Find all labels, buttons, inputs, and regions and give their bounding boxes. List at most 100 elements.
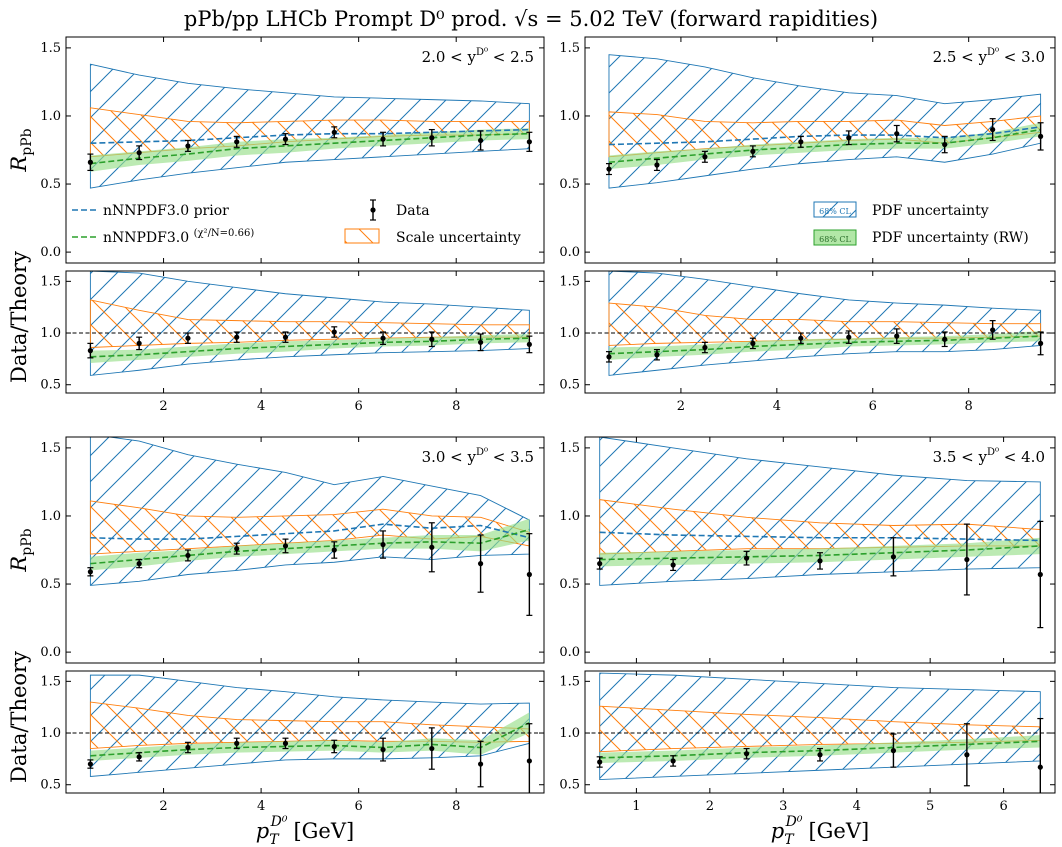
data-point xyxy=(234,740,240,746)
y-tick-label: 1.5 xyxy=(559,441,580,456)
rapidity-label-sup: D⁰ xyxy=(987,47,999,58)
rapidity-label-tail: < 2.5 xyxy=(488,48,534,66)
data-point xyxy=(87,569,93,575)
x-tick-label: 4 xyxy=(773,399,781,414)
y-tick-label: 1.0 xyxy=(40,726,61,741)
y-tick-label: 1.0 xyxy=(559,726,580,741)
y-tick-label: 0.5 xyxy=(559,577,580,592)
data-point xyxy=(136,754,142,760)
data-point xyxy=(670,562,676,568)
y-tick-label: 1.0 xyxy=(559,509,580,524)
data-point xyxy=(964,752,970,758)
x-tick-label: 6 xyxy=(869,399,877,414)
panel-2: 0.0 0.5 1.0 1.5 0.5 1.0 1.5 2 4 6 8 2.5 < yD⁰ < 3.0 xyxy=(559,36,1056,414)
y-tick-label: 0.5 xyxy=(40,778,61,793)
y-tick-label: 1.0 xyxy=(40,109,61,124)
rw-uncertainty-band xyxy=(608,330,1041,360)
data-point xyxy=(185,335,191,341)
legend-pdf-rw-swatch xyxy=(813,229,857,246)
data-theory-plot-area xyxy=(585,271,1055,376)
legend-pdf-label: PDF uncertainty xyxy=(872,203,989,219)
data-point xyxy=(331,129,337,135)
data-point xyxy=(750,340,756,346)
y-tick-label: 1.5 xyxy=(559,274,580,289)
ratio-plot-area xyxy=(605,54,1044,189)
legend-scale-swatch xyxy=(344,228,380,244)
data-point xyxy=(1037,571,1043,578)
y-axis-title-rppb: RpPb xyxy=(7,128,35,172)
data-point xyxy=(477,761,484,767)
y-tick-label: 1.5 xyxy=(40,441,61,456)
data-point xyxy=(477,339,484,345)
y-tick-label: 0.5 xyxy=(40,378,61,393)
data-point xyxy=(1037,764,1043,770)
data-point xyxy=(817,558,823,564)
data-theory-frame xyxy=(584,670,1056,794)
ratio-plot-area xyxy=(596,437,1044,629)
legend-data-marker xyxy=(370,207,376,213)
data-point xyxy=(380,541,386,548)
data-point xyxy=(817,752,823,758)
data-point xyxy=(477,561,484,567)
legend-pdf-swatch xyxy=(813,201,857,218)
data-point xyxy=(654,352,660,358)
rw-uncertainty-band xyxy=(599,537,1041,567)
data-point xyxy=(942,141,948,148)
data-point xyxy=(234,139,240,145)
legend-right: 68% CL PDF uncertainty 68% CL PDF uncertain… xyxy=(813,201,1029,246)
ratio-subplot: 0.0 0.5 1.0 1.5 xyxy=(559,436,1056,664)
y-tick-label: 1.0 xyxy=(40,509,61,524)
y-tick-label: 1.5 xyxy=(40,274,61,289)
rapidity-label-sup: D⁰ xyxy=(987,447,999,458)
rapidity-label-sup: D⁰ xyxy=(476,447,488,458)
rw-line xyxy=(90,337,530,358)
y-tick-label: 1.5 xyxy=(40,674,61,689)
x-tick-label: 4 xyxy=(257,399,265,414)
y-tick-label: 1.0 xyxy=(40,326,61,341)
data-point xyxy=(429,745,435,752)
panel-1: 0.0 0.5 1.0 1.5 0.5 1.0 1.5 2 4 6 8 2.0 < yD⁰ < 2.5… xyxy=(7,36,545,414)
x-axis-title-sub: T xyxy=(784,832,795,847)
data-point xyxy=(429,544,435,550)
data-theory-plot-area xyxy=(66,271,544,376)
rw-line xyxy=(90,528,530,565)
data-theory-subplot: 0.5 1.0 1.5 2 4 6 8 xyxy=(559,270,1056,414)
data-point xyxy=(136,561,142,567)
rapidity-label-text: 2.5 < y xyxy=(933,48,988,66)
x-tick-label: 8 xyxy=(452,399,460,414)
x-axis-title-main: p xyxy=(771,819,784,843)
legend-rw-chi: (χ²/N=0.66) xyxy=(194,228,255,239)
data-point xyxy=(87,761,93,767)
data-point xyxy=(331,743,337,750)
legend-pdf-rw-ci: 68% CL xyxy=(819,235,851,244)
data-point xyxy=(526,571,532,578)
y-axis-title-sub: pPb xyxy=(19,528,35,555)
data-point xyxy=(429,135,435,141)
data-point xyxy=(234,334,240,340)
rapidity-label-tail: < 4.0 xyxy=(999,448,1045,466)
data-point xyxy=(846,334,852,340)
y-tick-label: 1.5 xyxy=(40,41,61,56)
data-point xyxy=(234,546,240,552)
rw-line xyxy=(608,128,1041,164)
rapidity-label-text: 2.0 < y xyxy=(422,48,477,66)
y-axis-title-data-theory: Data/Theory xyxy=(7,251,31,383)
data-point xyxy=(990,327,996,333)
data-point xyxy=(597,759,603,765)
y-tick-label: 0.5 xyxy=(559,177,580,192)
legend-left: nNNPDF3.0 prior nNNPDF3.0 (χ²/N=0.66) Data… xyxy=(72,199,521,246)
legend-data-label: Data xyxy=(396,203,430,219)
rw-line xyxy=(608,335,1041,355)
ratio-subplot: 0.0 0.5 1.0 1.5 xyxy=(40,36,545,264)
legend-pdf-rw-label: PDF uncertainty (RW) xyxy=(872,230,1029,246)
x-tick-label: 4 xyxy=(257,799,265,814)
data-point xyxy=(380,335,386,341)
y-tick-label: 0.5 xyxy=(40,177,61,192)
rapidity-label-sup: D⁰ xyxy=(476,47,488,58)
y-tick-label: 0.5 xyxy=(559,378,580,393)
data-point xyxy=(282,136,289,142)
data-point xyxy=(743,751,750,757)
data-point xyxy=(185,143,191,149)
x-axis-title: pT D⁰ [GeV] xyxy=(256,814,354,847)
legend-rw-label: nNNPDF3.0 (χ²/N=0.66) xyxy=(103,228,254,246)
